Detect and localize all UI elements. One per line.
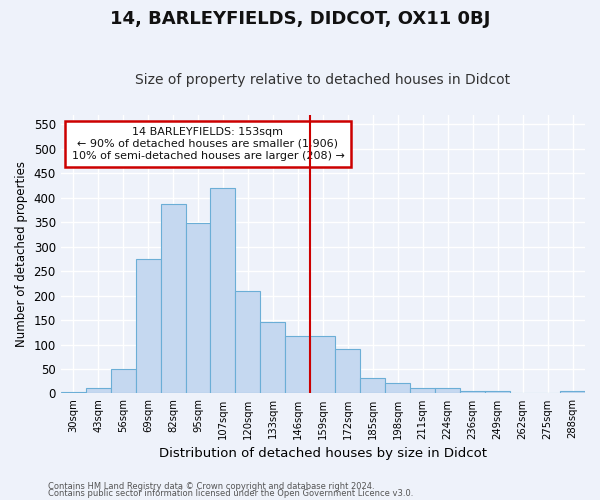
Bar — [385, 383, 410, 394]
Bar — [560, 392, 585, 394]
Bar — [460, 391, 485, 394]
X-axis label: Distribution of detached houses by size in Didcot: Distribution of detached houses by size … — [159, 447, 487, 460]
Bar — [211, 188, 235, 394]
Bar — [335, 350, 360, 394]
Text: 14, BARLEYFIELDS, DIDCOT, OX11 0BJ: 14, BARLEYFIELDS, DIDCOT, OX11 0BJ — [110, 10, 490, 28]
Bar — [61, 392, 86, 394]
Bar — [360, 378, 385, 394]
Text: 14 BARLEYFIELDS: 153sqm
← 90% of detached houses are smaller (1,906)
10% of semi: 14 BARLEYFIELDS: 153sqm ← 90% of detache… — [71, 128, 344, 160]
Text: Contains public sector information licensed under the Open Government Licence v3: Contains public sector information licen… — [48, 489, 413, 498]
Bar — [136, 259, 161, 394]
Bar — [435, 388, 460, 394]
Bar — [110, 370, 136, 394]
Bar — [86, 388, 110, 394]
Bar — [161, 204, 185, 394]
Y-axis label: Number of detached properties: Number of detached properties — [15, 161, 28, 347]
Bar — [260, 322, 286, 394]
Bar — [410, 388, 435, 394]
Bar — [310, 336, 335, 394]
Bar — [185, 223, 211, 394]
Bar — [235, 291, 260, 394]
Bar — [485, 392, 510, 394]
Bar — [286, 336, 310, 394]
Title: Size of property relative to detached houses in Didcot: Size of property relative to detached ho… — [135, 73, 511, 87]
Text: Contains HM Land Registry data © Crown copyright and database right 2024.: Contains HM Land Registry data © Crown c… — [48, 482, 374, 491]
